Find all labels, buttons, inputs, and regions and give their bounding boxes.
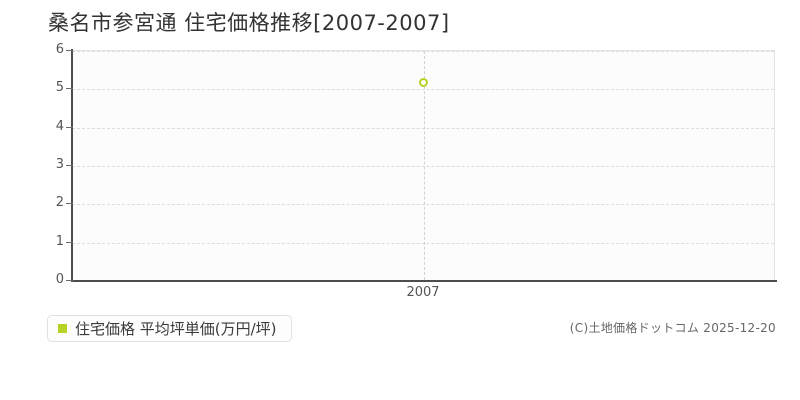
y-axis-label-2: 2 bbox=[55, 195, 64, 211]
y-axis-label-5: 5 bbox=[55, 80, 64, 96]
y-axis-tick bbox=[66, 203, 73, 205]
gridline-horizontal bbox=[72, 89, 774, 91]
y-axis-label-0: 0 bbox=[55, 272, 64, 287]
gridline-horizontal bbox=[72, 127, 774, 129]
y-axis-tick bbox=[66, 50, 73, 51]
gridline-horizontal bbox=[72, 51, 774, 52]
plot-area bbox=[72, 50, 775, 280]
x-axis-label-2007: 2007 bbox=[406, 285, 440, 300]
y-axis-tick bbox=[66, 280, 73, 281]
gridline-horizontal bbox=[72, 204, 774, 206]
gridline-horizontal bbox=[72, 242, 774, 244]
chart-title: 桑名市参宮通 住宅価格推移[2007-2007] bbox=[48, 11, 450, 35]
x-axis-line bbox=[71, 280, 777, 282]
gridline-horizontal bbox=[72, 166, 774, 167]
y-axis-tick bbox=[66, 126, 73, 128]
y-axis-label-6: 6 bbox=[55, 42, 64, 57]
gridline-vertical-2007 bbox=[423, 51, 425, 280]
y-axis-tick bbox=[66, 88, 73, 90]
y-axis-tick bbox=[66, 165, 73, 166]
chart-legend[interactable]: 住宅価格 平均坪単価(万円/坪) bbox=[47, 315, 292, 342]
y-axis-label-1: 1 bbox=[55, 233, 64, 249]
copyright-credit: (C)土地価格ドットコム 2025-12-20 bbox=[569, 321, 776, 335]
legend-series-label: 住宅価格 平均坪単価(万円/坪) bbox=[75, 320, 277, 338]
data-point-2007[interactable] bbox=[419, 77, 428, 87]
y-axis-label-4: 4 bbox=[55, 118, 64, 134]
y-axis-tick bbox=[66, 241, 73, 243]
y-axis-label-3: 3 bbox=[55, 157, 64, 172]
legend-color-swatch-icon bbox=[58, 324, 67, 333]
